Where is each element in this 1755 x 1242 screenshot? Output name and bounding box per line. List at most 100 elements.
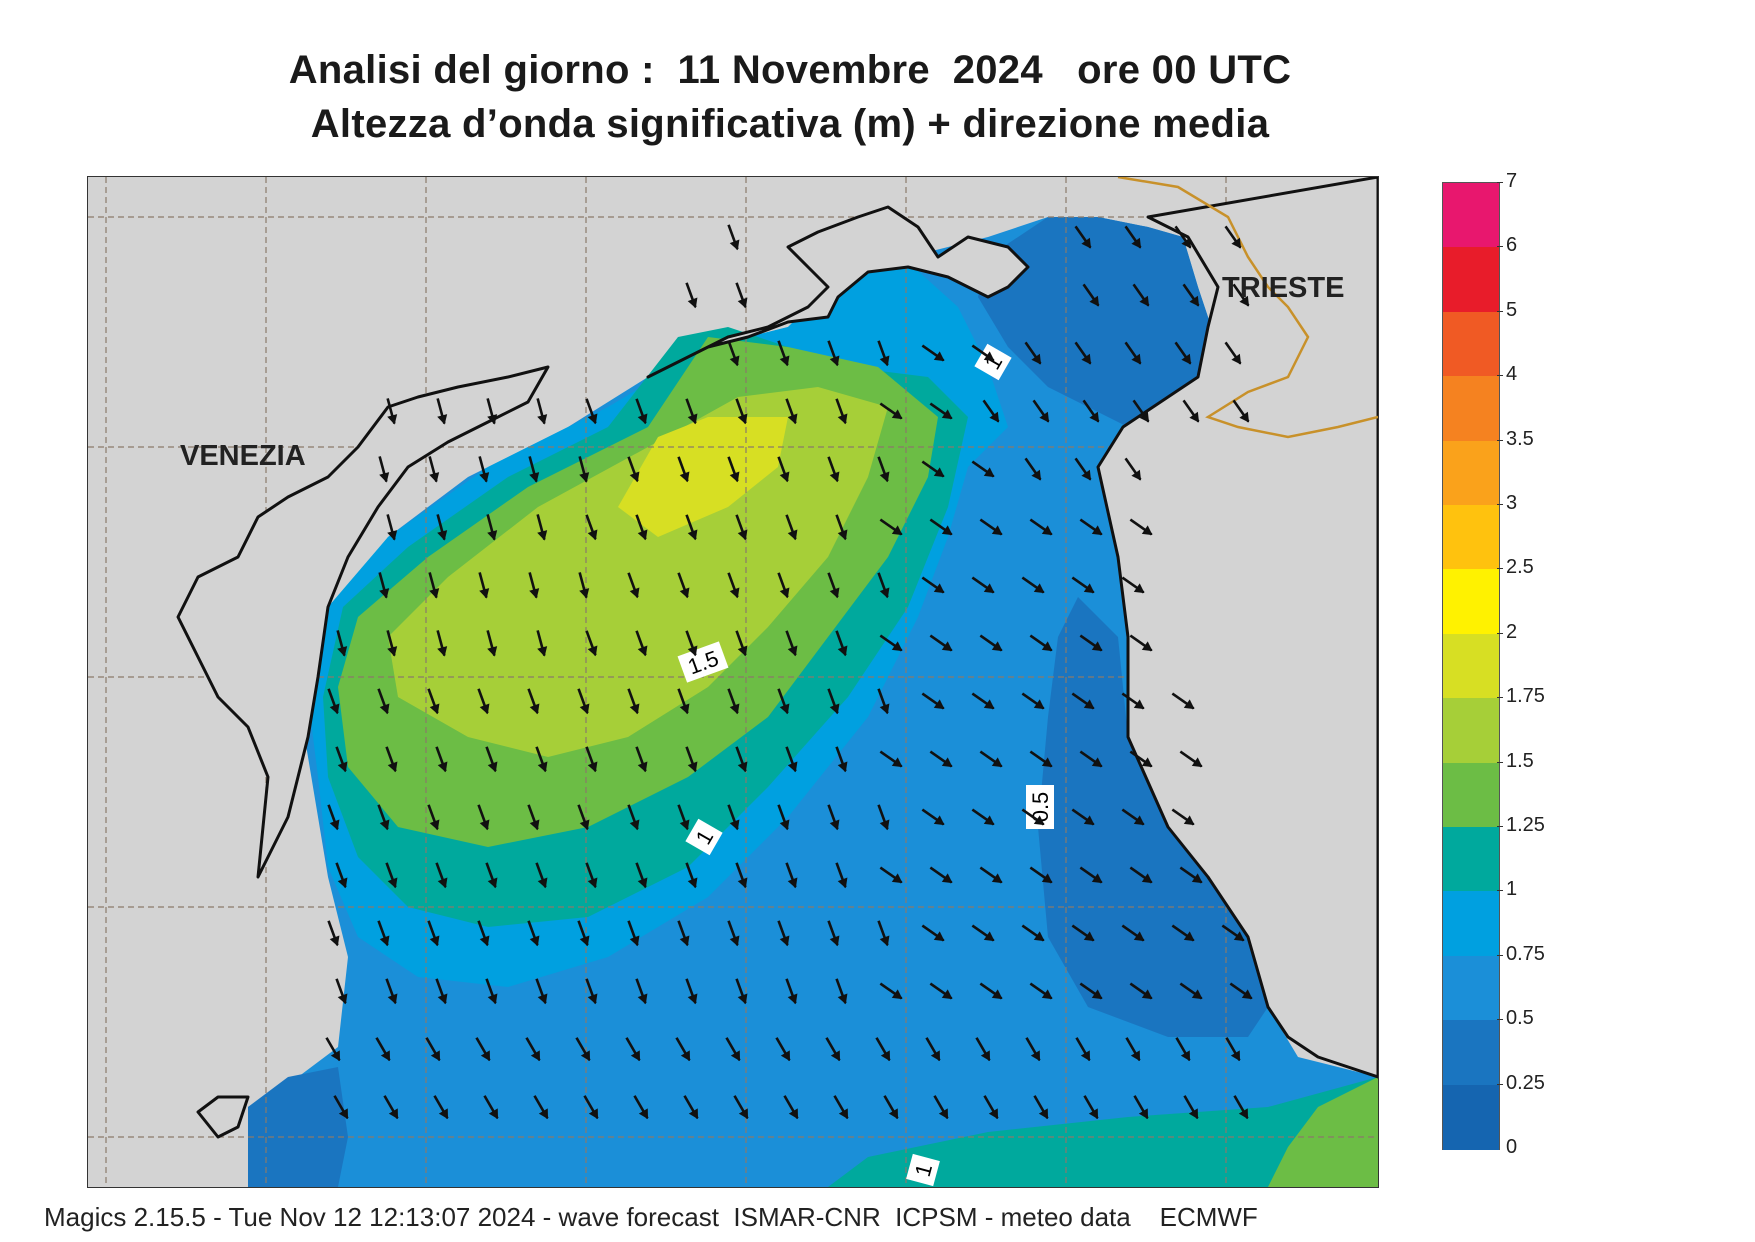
color-legend-swatch (1443, 762, 1499, 828)
band-1-5 (388, 387, 888, 757)
wave-arrow (327, 804, 340, 831)
wave-arrow (727, 340, 740, 367)
wave-arrow (879, 634, 903, 652)
wave-arrow (627, 456, 640, 483)
wave-arrow (585, 746, 598, 773)
wave-arrow (535, 978, 548, 1005)
wave-arrow (633, 1095, 649, 1120)
wave-arrow (1079, 982, 1103, 1000)
wave-arrow (879, 518, 903, 536)
wave-arrow (777, 804, 790, 831)
wave-arrow (578, 572, 590, 599)
wave-arrow (1121, 924, 1145, 942)
wave-height-map[interactable]: 1 1.5 1 0.5 1 (87, 176, 1379, 1188)
wave-arrow (427, 920, 440, 947)
wave-arrow (1179, 866, 1203, 884)
wave-arrow (1129, 982, 1153, 1000)
wave-arrow (486, 630, 498, 657)
color-legend-swatch (1443, 633, 1499, 700)
wave-arrow (1071, 692, 1095, 710)
wave-arrow (727, 688, 740, 715)
band-1-25-se (1268, 1077, 1378, 1187)
wave-arrow (486, 398, 498, 425)
map-canvas: 1 1.5 1 0.5 1 (88, 177, 1378, 1187)
wave-arrow (875, 1037, 891, 1062)
wave-arrow (627, 688, 640, 715)
wave-arrow (525, 1037, 541, 1062)
wave-arrow (1121, 808, 1145, 826)
color-legend-label: 2.5 (1506, 556, 1534, 579)
wave-arrow (727, 920, 740, 947)
color-legend-swatch (1443, 891, 1499, 957)
wave-arrow (735, 514, 748, 541)
wave-arrow (735, 630, 748, 657)
wave-arrow (971, 460, 995, 478)
wave-arrow (577, 804, 590, 831)
wave-arrow (627, 572, 640, 599)
wave-arrow (1171, 808, 1195, 826)
wave-arrow (436, 514, 448, 541)
wave-arrow (925, 1037, 941, 1062)
wave-arrow (1174, 341, 1192, 365)
wave-arrow (1133, 1095, 1149, 1120)
color-legend-swatch (1443, 698, 1499, 764)
sea-shallow-ne (978, 217, 1218, 427)
wave-arrow (435, 862, 448, 889)
wave-arrow (921, 808, 945, 826)
sea-shallow-sw (248, 1067, 348, 1187)
wave-arrow (1121, 692, 1145, 710)
wave-arrow (785, 514, 798, 541)
wave-arrow (335, 746, 348, 773)
wave-arrow (827, 572, 840, 599)
wave-arrow (777, 340, 790, 367)
wave-arrow (733, 1095, 749, 1120)
wave-arrow (383, 1095, 399, 1120)
wave-arrow (975, 1037, 991, 1062)
wave-arrow (835, 398, 848, 425)
wave-arrow (1229, 982, 1253, 1000)
wave-arrow (877, 920, 890, 947)
color-legend-swatch (1443, 311, 1499, 378)
color-legend-label: 1.25 (1506, 814, 1545, 836)
wave-arrow (627, 920, 640, 947)
wave-arrow (1082, 399, 1100, 423)
wave-arrow (527, 804, 540, 831)
color-legend-tick (1497, 1019, 1503, 1021)
wave-arrow (386, 630, 398, 657)
wave-arrow (1079, 750, 1103, 768)
wave-arrow (1032, 399, 1050, 423)
wave-arrow (585, 398, 598, 425)
color-legend-label: 3 (1506, 492, 1518, 514)
wave-arrow (585, 978, 598, 1005)
wave-arrow (1075, 1037, 1091, 1062)
color-legend-label: 0.5 (1506, 1007, 1534, 1030)
wave-arrow (727, 224, 740, 251)
wave-arrow (685, 746, 698, 773)
wave-arrow (433, 1095, 449, 1120)
color-legend-swatch (1443, 1020, 1499, 1086)
wave-arrow (777, 688, 790, 715)
wave-arrow (1224, 225, 1242, 249)
wave-arrow (921, 344, 945, 362)
color-legend-swatch (1443, 955, 1499, 1022)
wave-arrow (485, 746, 498, 773)
color-legend-swatch (1443, 1084, 1499, 1150)
wave-arrow (485, 862, 498, 889)
wave-arrow (735, 746, 748, 773)
wave-arrow (1029, 866, 1053, 884)
wave-arrow (883, 1095, 899, 1120)
wave-arrow (527, 920, 540, 947)
wave-arrow (1021, 808, 1045, 826)
wave-arrow (921, 692, 945, 710)
wave-arrow (1129, 518, 1153, 536)
color-legend-tick (1497, 375, 1503, 377)
wave-arrow (377, 688, 390, 715)
wave-arrow (1129, 750, 1153, 768)
wave-arrow (685, 862, 698, 889)
wave-arrow (971, 692, 995, 710)
wave-arrow (583, 1095, 599, 1120)
wave-arrow (685, 282, 698, 309)
wave-arrow (477, 920, 490, 947)
wave-arrow (979, 982, 1003, 1000)
wave-arrow (777, 456, 790, 483)
